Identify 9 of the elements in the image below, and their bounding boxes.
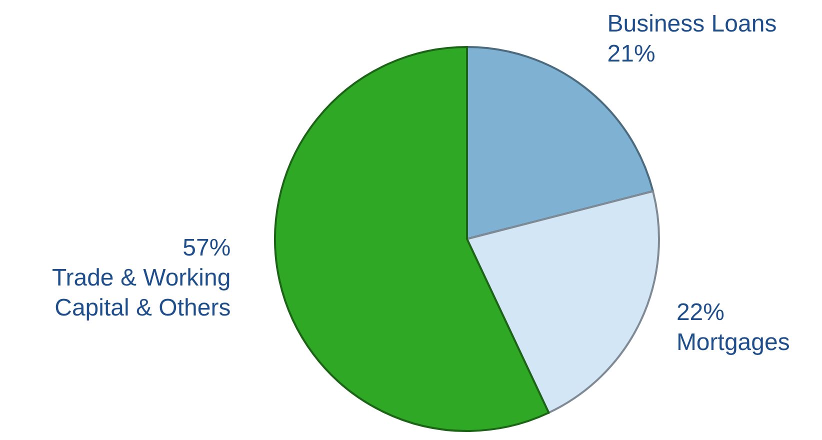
slice-label: Mortgages (676, 328, 790, 356)
data-label: 22% (676, 298, 724, 326)
pie-slice (466, 46, 654, 240)
data-label: 21% (607, 40, 656, 68)
pie-slice (466, 190, 660, 414)
data-label: 57% (182, 234, 231, 262)
slice-label: Business Loans (607, 10, 777, 38)
slice-label: Trade & Working Capital & Others (52, 264, 231, 322)
pie-slice (274, 46, 550, 432)
